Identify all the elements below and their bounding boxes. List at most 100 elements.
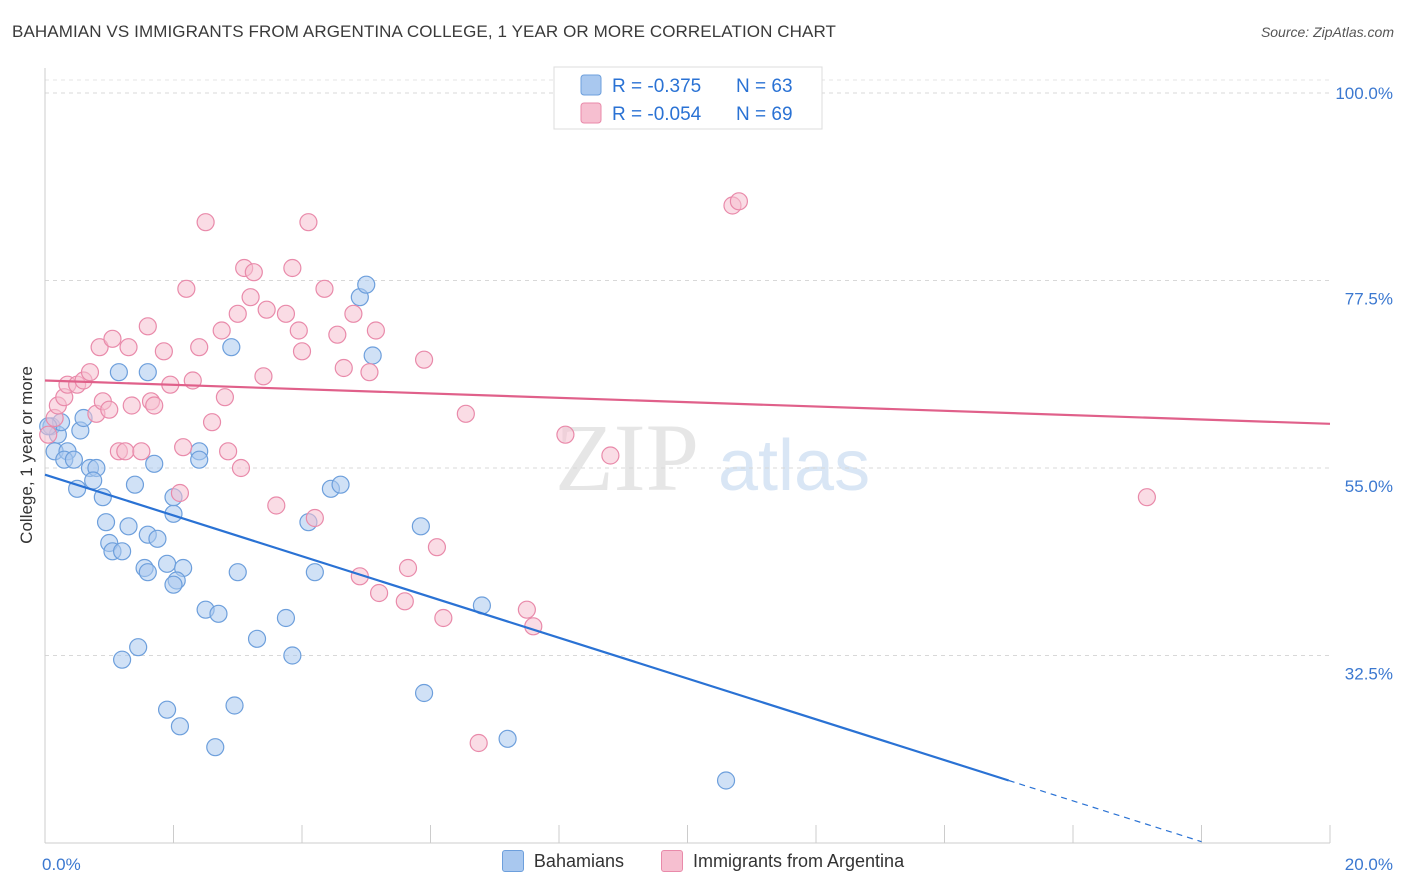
y-tick-label-2: 77.5% (1345, 290, 1393, 309)
point-argentina-45 (299, 213, 318, 232)
point-argentina-21 (154, 342, 173, 361)
point-bahamians-38 (164, 575, 183, 594)
legend-swatch-bahamians (501, 850, 524, 872)
point-argentina-52 (360, 363, 379, 382)
point-argentina-41 (276, 304, 296, 323)
point-argentina-47 (315, 279, 334, 298)
stats-r-argentina: R = -0.054 (612, 104, 702, 125)
point-bahamians-40 (129, 638, 148, 657)
trend-line-bahamians (44, 473, 1010, 782)
watermark-zip: ZIP (555, 404, 699, 511)
point-argentina-56 (398, 558, 418, 578)
point-bahamians-58 (498, 729, 517, 748)
stats-swatch-argentina (580, 102, 602, 124)
point-bahamians-13 (93, 488, 112, 507)
y-axis-label: College, 1 year or more (17, 366, 36, 544)
point-argentina-67 (729, 192, 749, 211)
source-label: Source: ZipAtlas.com (1260, 24, 1394, 40)
point-argentina-14 (116, 442, 135, 461)
point-argentina-27 (190, 338, 209, 357)
point-bahamians-23 (138, 563, 157, 582)
y-tick-label-1: 55.0% (1345, 477, 1393, 496)
point-argentina-37 (244, 263, 263, 282)
point-bahamians-46 (276, 608, 296, 628)
point-bahamians-17 (112, 542, 132, 561)
point-bahamians-24 (157, 554, 177, 573)
point-argentina-59 (434, 608, 453, 628)
bottom-legend: Bahamians Immigrants from Argentina (0, 850, 1406, 877)
point-bahamians-55 (411, 517, 430, 536)
point-argentina-0 (39, 425, 58, 444)
point-bahamians-49 (305, 563, 324, 582)
point-argentina-39 (257, 300, 276, 319)
trend-lines (44, 379, 1331, 843)
legend-label-argentina: Immigrants from Argentina (693, 850, 905, 871)
data-points (39, 192, 1156, 790)
point-argentina-12 (103, 329, 122, 348)
point-argentina-64 (556, 425, 575, 444)
point-argentina-23 (170, 483, 190, 503)
point-argentina-30 (212, 321, 231, 340)
point-argentina-29 (202, 413, 222, 432)
point-argentina-46 (305, 508, 324, 528)
trend-line-extension-bahamians (1008, 779, 1202, 843)
point-argentina-49 (334, 358, 353, 378)
chart-title: BAHAMIAN VS IMMIGRANTS FROM ARGENTINA CO… (12, 22, 837, 41)
point-bahamians-41 (157, 700, 177, 719)
point-bahamians-18 (119, 517, 138, 536)
point-bahamians-34 (222, 338, 241, 357)
point-argentina-62 (517, 600, 536, 619)
point-argentina-48 (328, 325, 347, 344)
point-argentina-16 (122, 396, 141, 415)
stats-n-argentina: N = 69 (736, 104, 793, 125)
point-bahamians-37 (209, 604, 228, 623)
point-bahamians-43 (206, 738, 225, 757)
point-argentina-24 (174, 438, 193, 457)
point-argentina-60 (456, 404, 475, 423)
point-bahamians-44 (225, 696, 244, 715)
legend-label-bahamians: Bahamians (533, 850, 624, 871)
point-argentina-57 (414, 350, 434, 369)
point-bahamians-6 (64, 450, 84, 469)
point-argentina-42 (283, 258, 302, 278)
point-argentina-53 (366, 321, 385, 340)
stats-n-bahamians: N = 63 (736, 76, 793, 97)
point-argentina-65 (601, 446, 620, 465)
point-argentina-9 (90, 338, 109, 357)
point-argentina-38 (254, 367, 273, 386)
point-bahamians-56 (414, 683, 434, 703)
point-bahamians-59 (716, 771, 736, 790)
point-bahamians-35 (228, 563, 247, 582)
point-argentina-11 (100, 400, 119, 419)
legend-item-bahamians: Bahamians (501, 850, 624, 872)
legend-item-argentina: Immigrants from Argentina (661, 850, 904, 872)
x-tick-label-max: 20.0% (1345, 855, 1393, 874)
point-argentina-18 (138, 317, 157, 336)
point-argentina-50 (344, 304, 363, 323)
point-bahamians-54 (363, 346, 382, 365)
point-argentina-55 (395, 592, 414, 611)
point-bahamians-21 (148, 529, 167, 548)
y-tick-label-3: 100.0% (1335, 84, 1393, 103)
x-tick-label-min: 0.0% (42, 855, 81, 874)
point-argentina-43 (289, 321, 308, 340)
point-bahamians-19 (125, 475, 145, 494)
point-argentina-68 (1137, 488, 1156, 507)
point-argentina-17 (132, 442, 151, 461)
point-bahamians-39 (112, 650, 132, 669)
point-bahamians-14 (96, 513, 116, 532)
stats-legend: R = -0.375 N = 63 R = -0.054 N = 69 (553, 66, 823, 130)
point-argentina-61 (469, 733, 488, 753)
stats-swatch-bahamians (580, 74, 602, 96)
point-bahamians-53 (357, 275, 376, 294)
point-bahamians-32 (138, 363, 157, 382)
point-argentina-20 (145, 396, 164, 415)
point-argentina-25 (177, 279, 196, 298)
stats-r-bahamians: R = -0.375 (612, 76, 701, 97)
point-argentina-32 (219, 442, 238, 461)
point-argentina-58 (427, 538, 447, 557)
point-bahamians-42 (170, 717, 190, 736)
axes (44, 68, 1331, 844)
point-argentina-28 (196, 213, 215, 232)
